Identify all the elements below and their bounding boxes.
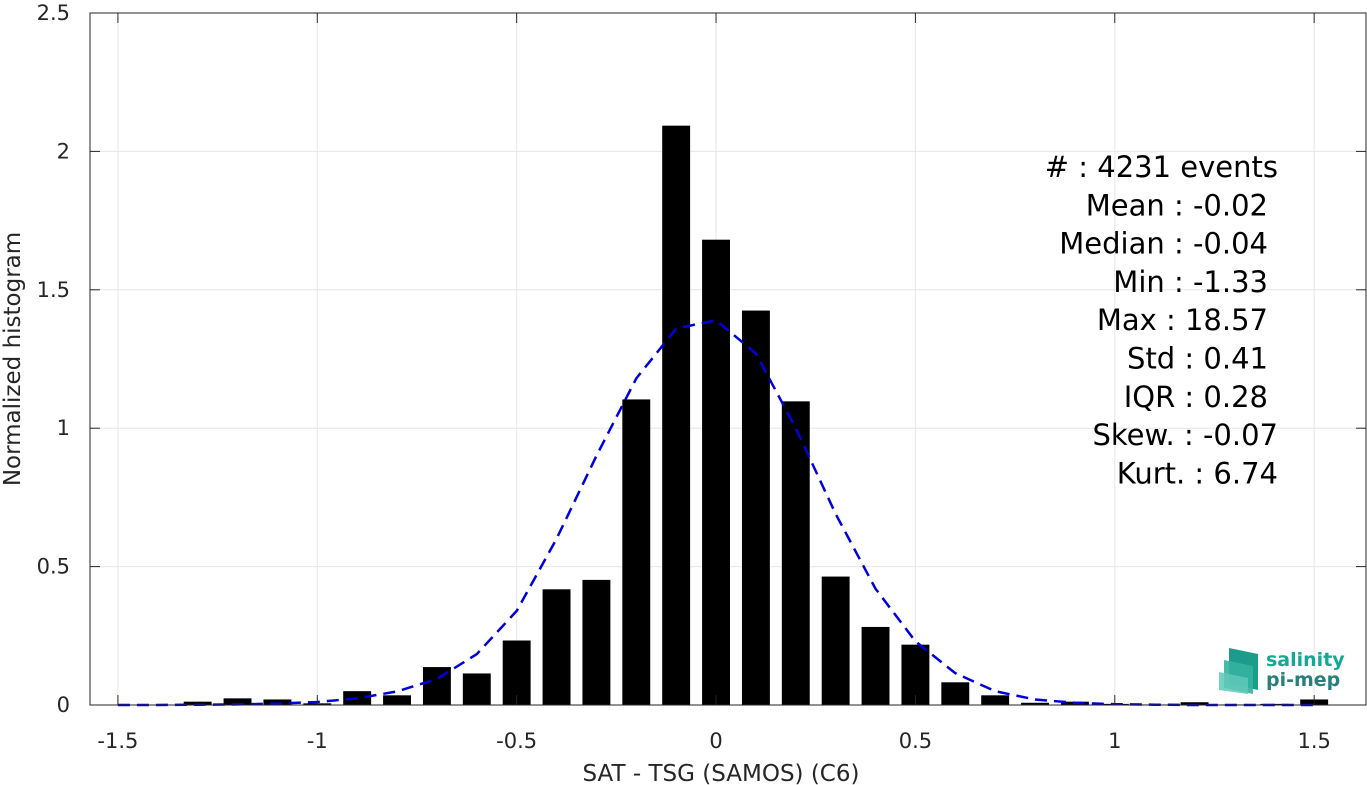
histogram-bar — [821, 576, 850, 705]
y-tick-label: 1 — [57, 416, 70, 440]
histogram-bar — [183, 701, 212, 705]
stats-line: Min : -1.33 — [1113, 265, 1268, 299]
stats-line: Mean : -0.02 — [1086, 188, 1268, 222]
histogram-bar — [263, 699, 292, 705]
y-tick-label: 2.5 — [37, 1, 70, 25]
stats-line: Max : 18.57 — [1097, 303, 1268, 337]
y-tick-label: 0.5 — [37, 555, 70, 579]
x-tick-label: -1 — [307, 729, 328, 753]
x-tick-label: 1 — [1108, 729, 1121, 753]
stats-line: Std : 0.41 — [1127, 342, 1268, 376]
stats-line: # : 4231 events — [1045, 150, 1278, 184]
logo-text-line1: salinity — [1266, 649, 1345, 671]
logo-icon — [1219, 648, 1258, 694]
histogram-bar — [741, 310, 770, 705]
histogram-bar — [781, 401, 810, 705]
histogram-bar — [1180, 702, 1209, 705]
x-tick-label: -0.5 — [496, 729, 537, 753]
histogram-bar — [702, 239, 730, 705]
y-tick-label: 0 — [57, 693, 70, 717]
histogram-bar — [223, 698, 252, 705]
stats-line: Skew. : -0.07 — [1092, 418, 1278, 452]
histogram-bar — [383, 695, 411, 705]
salinity-pi-mep-logo: salinity pi-mep — [1219, 648, 1345, 694]
histogram-bar — [582, 579, 611, 705]
x-tick-label: 0.5 — [899, 729, 932, 753]
stats-line: Median : -0.04 — [1059, 227, 1268, 261]
histogram-bar — [502, 640, 531, 705]
histogram-bar — [462, 673, 491, 705]
histogram-bar — [622, 399, 651, 705]
logo-text-line2: pi-mep — [1266, 669, 1340, 691]
y-tick-label: 2 — [57, 139, 70, 163]
y-tick-label: 1.5 — [37, 278, 70, 302]
histogram-bar — [1021, 702, 1049, 705]
x-tick-label: 0 — [709, 729, 722, 753]
plot-frame — [89, 12, 1367, 706]
stats-box: # : 4231 events Mean : -0.02 Median : -0.0… — [1045, 150, 1278, 490]
x-tick-label: 1.5 — [1297, 729, 1330, 753]
histogram-bar — [981, 695, 1010, 705]
x-tick-label: -1.5 — [97, 729, 138, 753]
y-axis-label: Normalized histogram — [0, 232, 26, 486]
x-axis-label: SAT - TSG (SAMOS) (C6) — [583, 761, 860, 785]
histogram-bar — [542, 589, 571, 705]
histogram-bar — [941, 682, 970, 705]
stats-line: IQR : 0.28 — [1124, 380, 1268, 414]
stats-line: Kurt. : 6.74 — [1117, 456, 1278, 490]
axis-ticks: -1.5 -1 -0.5 0 0.5 1 1.5 0 0.5 1 1.5 2 2.5 — [37, 1, 1366, 753]
histogram-bars — [183, 125, 1329, 706]
histogram-bar — [901, 644, 930, 705]
histogram-bar — [861, 626, 890, 705]
histogram-bar — [662, 125, 691, 706]
